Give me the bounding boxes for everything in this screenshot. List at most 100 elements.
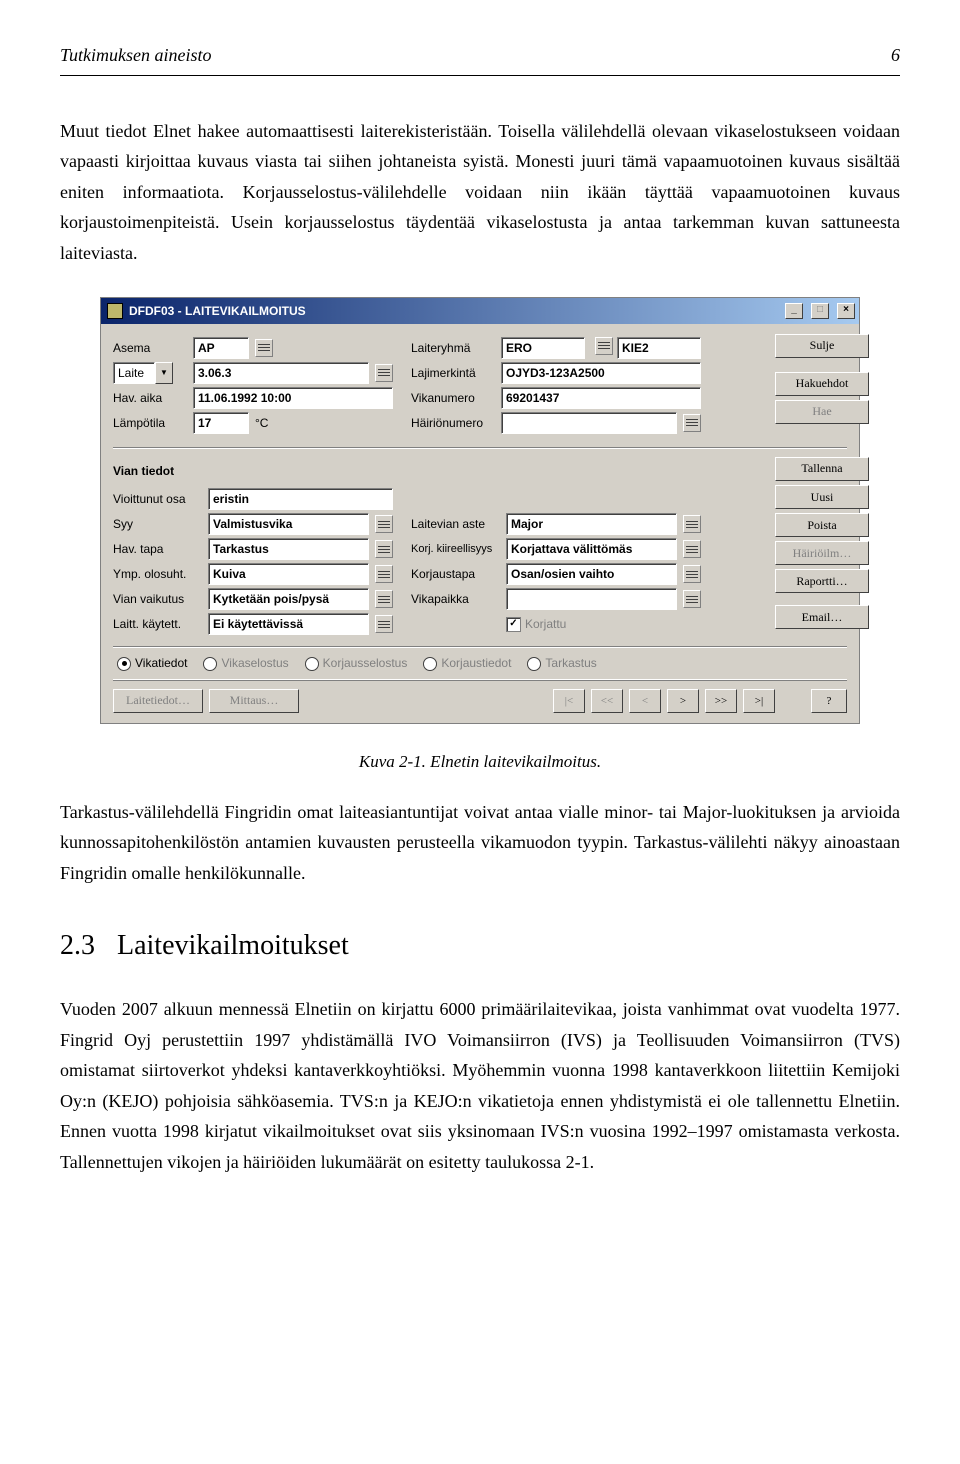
tab-tarkastus[interactable]: Tarkastus bbox=[527, 653, 596, 673]
tabs-row: Vikatiedot Vikaselostus Korjausselostus … bbox=[113, 646, 847, 680]
vikanumero-field[interactable]: 69201437 bbox=[501, 387, 701, 409]
aste-field[interactable]: Major bbox=[506, 513, 677, 535]
hairioilm-button[interactable]: Häiriöilm… bbox=[775, 541, 869, 565]
section-number: 2.3 bbox=[60, 930, 95, 961]
header-left: Tutkimuksen aineisto bbox=[60, 40, 212, 71]
dialog-window: DFDF03 - LAITEVIKAILMOITUS _ □ × Asema A… bbox=[100, 297, 860, 724]
page-header: Tutkimuksen aineisto 6 bbox=[60, 40, 900, 76]
lampotila-field[interactable]: 17 bbox=[193, 412, 249, 434]
uusi-button[interactable]: Uusi bbox=[775, 485, 869, 509]
laitetiedot-button[interactable]: Laitetiedot… bbox=[113, 689, 203, 713]
separator bbox=[113, 447, 847, 449]
kiire-picker-icon[interactable] bbox=[683, 540, 701, 558]
kaytet-field[interactable]: Ei käytettävissä bbox=[208, 613, 369, 635]
hav-tapa-label: Hav. tapa bbox=[113, 539, 208, 559]
asema-field[interactable]: AP bbox=[193, 337, 249, 359]
nav-next-page-button[interactable]: >> bbox=[705, 689, 737, 713]
section-heading: 2.3 Laitevikailmoitukset bbox=[60, 922, 900, 970]
kaytet-picker-icon[interactable] bbox=[375, 615, 393, 633]
paragraph-1: Muut tiedot Elnet hakee automaattisesti … bbox=[60, 116, 900, 269]
vioittunut-label: Vioittunut osa bbox=[113, 489, 208, 509]
vikapaikka-label: Vikapaikka bbox=[411, 589, 506, 609]
close-button[interactable]: × bbox=[837, 303, 855, 319]
nav-prev-page-button[interactable]: << bbox=[591, 689, 623, 713]
korjattu-checkbox[interactable]: ✓ bbox=[506, 617, 521, 632]
asema-label: Asema bbox=[113, 338, 193, 358]
aste-label: Laitevian aste bbox=[411, 514, 506, 534]
laite-picker-icon[interactable] bbox=[375, 364, 393, 382]
vaikutus-field[interactable]: Kytketään pois/pysä bbox=[208, 588, 369, 610]
korjaustapa-field[interactable]: Osan/osien vaihto bbox=[506, 563, 677, 585]
app-icon bbox=[107, 303, 123, 319]
poista-button[interactable]: Poista bbox=[775, 513, 869, 537]
ymp-field[interactable]: Kuiva bbox=[208, 563, 369, 585]
lampotila-label: Lämpötila bbox=[113, 413, 193, 433]
radio-icon bbox=[117, 657, 131, 671]
lajimerkinta-label: Lajimerkintä bbox=[411, 363, 501, 383]
laite-combo[interactable]: Laite ▼ bbox=[113, 362, 173, 384]
vikanumero-label: Vikanumero bbox=[411, 388, 501, 408]
tab-vikaselostus[interactable]: Vikaselostus bbox=[203, 653, 288, 673]
hakuehdot-button[interactable]: Hakuehdot bbox=[775, 372, 869, 396]
vioittunut-field[interactable]: eristin bbox=[208, 488, 393, 510]
laiteryhma1-picker-icon[interactable] bbox=[595, 337, 613, 355]
radio-icon bbox=[305, 657, 319, 671]
button-col-upper: Sulje Hakuehdot Hae bbox=[719, 334, 869, 437]
bottom-row: Laitetiedot… Mittaus… |< << < > >> >| ? bbox=[113, 689, 847, 713]
vikapaikka-field[interactable] bbox=[506, 588, 677, 610]
chevron-down-icon[interactable]: ▼ bbox=[155, 362, 173, 384]
nav-first-button[interactable]: |< bbox=[553, 689, 585, 713]
hae-button[interactable]: Hae bbox=[775, 400, 869, 424]
tab-vikatiedot[interactable]: Vikatiedot bbox=[117, 653, 187, 673]
vaikutus-picker-icon[interactable] bbox=[375, 590, 393, 608]
mittaus-button[interactable]: Mittaus… bbox=[209, 689, 299, 713]
vikapaikka-picker-icon[interactable] bbox=[683, 590, 701, 608]
kiire-label: Korj. kiireellisyys bbox=[411, 540, 506, 559]
laiteryhma2-field[interactable]: KIE2 bbox=[617, 337, 701, 359]
hav-tapa-picker-icon[interactable] bbox=[375, 540, 393, 558]
korjaustapa-label: Korjaustapa bbox=[411, 564, 506, 584]
paragraph-2: Tarkastus-välilehdellä Fingridin omat la… bbox=[60, 797, 900, 889]
lajimerkinta-field[interactable]: OJYD3-123A2500 bbox=[501, 362, 701, 384]
hairionumero-field[interactable] bbox=[501, 412, 677, 434]
vaikutus-label: Vian vaikutus bbox=[113, 589, 208, 609]
nav-next-button[interactable]: > bbox=[667, 689, 699, 713]
top-left-col: Asema AP Laite ▼ 3.06.3 bbox=[113, 334, 393, 437]
raportti-button[interactable]: Raportti… bbox=[775, 569, 869, 593]
syy-picker-icon[interactable] bbox=[375, 515, 393, 533]
maximize-button[interactable]: □ bbox=[811, 303, 829, 319]
kaytet-label: Laitt. käytett. bbox=[113, 614, 208, 634]
nav-last-button[interactable]: >| bbox=[743, 689, 775, 713]
tab-korjaustiedot[interactable]: Korjaustiedot bbox=[423, 653, 511, 673]
vian-tiedot-heading: Vian tiedot bbox=[113, 461, 701, 481]
syy-label: Syy bbox=[113, 514, 208, 534]
ymp-picker-icon[interactable] bbox=[375, 565, 393, 583]
aste-picker-icon[interactable] bbox=[683, 515, 701, 533]
tab-korjausselostus[interactable]: Korjausselostus bbox=[305, 653, 408, 673]
radio-icon bbox=[203, 657, 217, 671]
tallenna-button[interactable]: Tallenna bbox=[775, 457, 869, 481]
details-mid: Laitevian asteMajor Korj. kiireellisyysK… bbox=[411, 485, 701, 638]
help-button[interactable]: ? bbox=[811, 689, 847, 713]
section-title: Laitevikailmoitukset bbox=[117, 930, 349, 961]
ymp-label: Ymp. olosuht. bbox=[113, 564, 208, 584]
laite-combo-text: Laite bbox=[113, 362, 155, 384]
dialog-figure: DFDF03 - LAITEVIKAILMOITUS _ □ × Asema A… bbox=[100, 297, 860, 724]
syy-field[interactable]: Valmistusvika bbox=[208, 513, 369, 535]
email-button[interactable]: Email… bbox=[775, 605, 869, 629]
laiteryhma1-field[interactable]: ERO bbox=[501, 337, 585, 359]
hav-tapa-field[interactable]: Tarkastus bbox=[208, 538, 369, 560]
kiire-field[interactable]: Korjattava välittömäs bbox=[506, 538, 677, 560]
nav-prev-button[interactable]: < bbox=[629, 689, 661, 713]
asema-picker-icon[interactable] bbox=[255, 339, 273, 357]
radio-icon bbox=[423, 657, 437, 671]
minimize-button[interactable]: _ bbox=[785, 303, 803, 319]
hairionumero-picker-icon[interactable] bbox=[683, 414, 701, 432]
laite-field[interactable]: 3.06.3 bbox=[193, 362, 369, 384]
korjaustapa-picker-icon[interactable] bbox=[683, 565, 701, 583]
hairionumero-label: Häiriönumero bbox=[411, 413, 501, 433]
hav-aika-field[interactable]: 11.06.1992 10:00 bbox=[193, 387, 393, 409]
radio-icon bbox=[527, 657, 541, 671]
details-left: Vioittunut osaeristin SyyValmistusvika H… bbox=[113, 485, 393, 638]
sulje-button[interactable]: Sulje bbox=[775, 334, 869, 358]
